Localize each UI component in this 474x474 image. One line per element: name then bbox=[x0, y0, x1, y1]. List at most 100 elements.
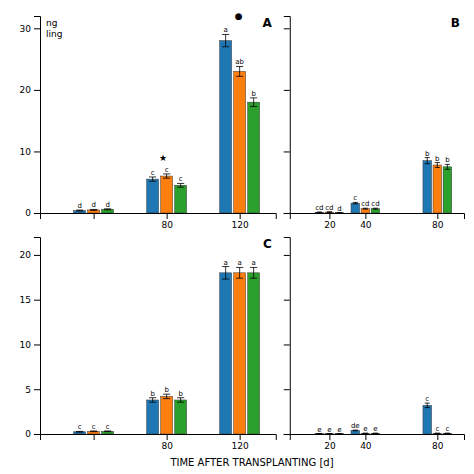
tick-label: 20 bbox=[20, 85, 32, 95]
bar bbox=[88, 431, 100, 434]
tick-label: 40 bbox=[360, 220, 372, 230]
tick-mark bbox=[365, 434, 366, 440]
y-tick: 10 bbox=[20, 147, 40, 157]
bars bbox=[315, 403, 452, 434]
x-axis: 204080 bbox=[290, 213, 464, 230]
bar-letter: e bbox=[337, 426, 341, 434]
y-tick bbox=[284, 255, 290, 256]
x-tick bbox=[94, 434, 95, 440]
tick-mark bbox=[34, 213, 40, 214]
y-tick: 20 bbox=[20, 85, 40, 95]
tick-label: 0 bbox=[25, 429, 31, 439]
tick-label: 80 bbox=[432, 441, 444, 451]
bar-letter: b bbox=[435, 155, 440, 163]
tick-mark bbox=[284, 389, 290, 390]
axis-line bbox=[290, 435, 464, 441]
y-tick bbox=[284, 300, 290, 301]
bar bbox=[423, 405, 432, 434]
error-bar bbox=[425, 403, 430, 407]
bar bbox=[234, 273, 246, 434]
bar bbox=[74, 211, 86, 213]
tick-mark bbox=[34, 434, 40, 435]
tick-mark bbox=[437, 434, 438, 440]
bar-letter: c bbox=[179, 175, 183, 183]
tick-label: 80 bbox=[161, 220, 173, 230]
bar bbox=[361, 209, 370, 213]
x-tick: 40 bbox=[360, 434, 372, 451]
axis-line bbox=[34, 17, 41, 214]
error-bar bbox=[177, 183, 184, 187]
tick-mark bbox=[329, 213, 330, 219]
error-bar bbox=[236, 267, 243, 278]
y-tick: 5 bbox=[25, 385, 40, 395]
bar-letter: d bbox=[91, 201, 95, 209]
tick-label: 20 bbox=[324, 441, 336, 451]
tick-mark bbox=[34, 90, 40, 91]
x-tick: 40 bbox=[360, 213, 372, 230]
annotation: ● bbox=[235, 11, 243, 21]
tick-mark bbox=[34, 151, 40, 152]
error-bar bbox=[236, 66, 243, 76]
panel-title: A bbox=[262, 16, 272, 30]
bar bbox=[248, 273, 260, 434]
tick-mark bbox=[284, 255, 290, 256]
annotation: ★ bbox=[159, 153, 167, 163]
tick-mark bbox=[167, 434, 168, 440]
bar-letter: d bbox=[77, 202, 81, 210]
tick-label: 20 bbox=[324, 220, 336, 230]
bar bbox=[220, 41, 232, 213]
x-tick: 120 bbox=[232, 434, 249, 451]
tick-mark bbox=[437, 213, 438, 219]
tick-label: 20 bbox=[20, 250, 32, 260]
bar-letter: b bbox=[150, 390, 155, 398]
bar bbox=[351, 430, 360, 434]
error-bar bbox=[445, 164, 450, 169]
bar-letter: b bbox=[445, 156, 450, 164]
axis-line bbox=[41, 435, 277, 441]
bar bbox=[102, 431, 114, 434]
tick-label: 30 bbox=[20, 24, 32, 34]
bar-letter: b bbox=[425, 150, 430, 158]
tick-mark bbox=[240, 213, 241, 219]
chart: 801200102030dcadcabdcb★●nglingA204080cdc… bbox=[0, 0, 474, 474]
y-tick: 0 bbox=[25, 208, 40, 218]
panel: 204080cdcbcdcdbdcdbB bbox=[284, 16, 465, 231]
bar-letter: c bbox=[106, 423, 110, 431]
y-tick: 0 bbox=[25, 429, 40, 439]
error-bar bbox=[250, 267, 257, 278]
x-axis: 80 120 bbox=[41, 434, 277, 451]
y-tick: 10 bbox=[20, 340, 40, 350]
panel-title: B bbox=[451, 16, 460, 30]
bars bbox=[315, 158, 452, 213]
tick-mark bbox=[284, 90, 290, 91]
error-bar bbox=[177, 398, 184, 402]
tick-mark bbox=[329, 434, 330, 440]
bar-letter: a bbox=[223, 259, 227, 267]
tick-label: 40 bbox=[360, 441, 372, 451]
bar bbox=[351, 203, 360, 213]
bar bbox=[220, 273, 232, 434]
bar-letter: c bbox=[435, 425, 439, 433]
axis-line bbox=[34, 238, 41, 435]
bar-letter: a bbox=[223, 26, 227, 34]
bar bbox=[443, 167, 452, 213]
tick-mark bbox=[284, 151, 290, 152]
y-tick bbox=[284, 213, 290, 214]
y-tick bbox=[284, 90, 290, 91]
bar-letter: e bbox=[327, 426, 331, 434]
y-tick bbox=[284, 344, 290, 345]
bar-letter: d bbox=[337, 205, 341, 213]
x-axis: 80120 bbox=[41, 213, 277, 230]
axis-line bbox=[284, 238, 291, 435]
bar-letter: a bbox=[251, 259, 255, 267]
error-bar bbox=[425, 158, 430, 164]
tick-label: 5 bbox=[25, 385, 31, 395]
tick-mark bbox=[34, 28, 40, 29]
y-axis bbox=[284, 238, 291, 435]
error-bar bbox=[435, 163, 440, 168]
x-axis-title: TIME AFTER TRANSPLANTING [d] bbox=[169, 457, 333, 468]
bar bbox=[234, 71, 246, 213]
tick-label: 80 bbox=[161, 441, 173, 451]
tick-label: 10 bbox=[20, 340, 32, 350]
annotation: ling bbox=[46, 29, 62, 39]
